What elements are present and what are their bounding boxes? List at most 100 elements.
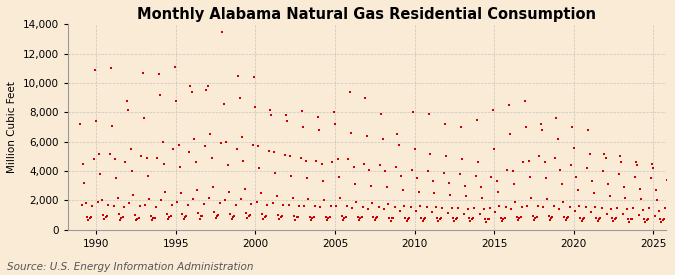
Point [628, 206, 639, 210]
Point [99, 217, 109, 221]
Point [279, 153, 290, 157]
Point [541, 176, 551, 181]
Point [313, 115, 323, 119]
Point [79, 181, 90, 185]
Point [564, 205, 575, 209]
Point [593, 217, 604, 221]
Point [145, 214, 156, 218]
Point [563, 215, 574, 220]
Point [509, 182, 520, 186]
Point [649, 214, 660, 218]
Point [666, 189, 675, 194]
Point [238, 159, 249, 163]
Point [358, 205, 369, 209]
Point [572, 188, 583, 192]
Point [292, 214, 303, 219]
Point [388, 215, 399, 220]
Point [420, 216, 431, 220]
Point [200, 144, 211, 148]
Point [641, 217, 652, 222]
Point [417, 219, 428, 223]
Point [653, 208, 664, 213]
Point [236, 197, 246, 201]
Point [614, 172, 624, 176]
Point [221, 140, 232, 144]
Point [600, 156, 611, 160]
Point [630, 160, 641, 164]
Point [160, 189, 171, 194]
Point [359, 162, 370, 166]
Point [588, 191, 599, 195]
Point [265, 107, 275, 112]
Point [149, 216, 160, 220]
Point [597, 169, 608, 173]
Point [405, 205, 416, 210]
Point [475, 185, 486, 189]
Point [445, 192, 456, 197]
Point [607, 216, 618, 221]
Point [381, 185, 392, 189]
Text: Source: U.S. Energy Information Administration: Source: U.S. Energy Information Administ… [7, 262, 253, 272]
Point [389, 205, 400, 209]
Point [619, 185, 630, 189]
Point [346, 131, 356, 135]
Point [348, 164, 359, 169]
Point [87, 204, 98, 208]
Point [576, 219, 587, 223]
Point [291, 215, 302, 220]
Point [472, 118, 483, 122]
Point [120, 160, 131, 164]
Point [213, 213, 223, 217]
Point [296, 109, 307, 113]
Point [354, 218, 364, 222]
Point [655, 217, 666, 221]
Point [670, 217, 675, 221]
Point [515, 215, 526, 219]
Point [435, 216, 446, 220]
Point [219, 198, 230, 203]
Point [668, 200, 675, 204]
Point [113, 211, 124, 216]
Point [414, 204, 425, 208]
Point [511, 215, 522, 219]
Point [226, 217, 237, 221]
Point [144, 197, 155, 201]
Point [259, 215, 270, 219]
Point [424, 112, 435, 116]
Point [112, 195, 123, 200]
Point [379, 207, 389, 211]
Point [97, 213, 108, 217]
Point [481, 219, 491, 224]
Point [427, 210, 437, 214]
Point [380, 169, 391, 173]
Point [146, 218, 157, 222]
Point [522, 204, 533, 208]
Point [172, 200, 183, 204]
Point [189, 137, 200, 141]
Point [84, 216, 95, 220]
Point [299, 204, 310, 208]
Point [338, 218, 348, 222]
Point [578, 216, 589, 221]
Point [396, 173, 407, 178]
Point [347, 206, 358, 210]
Point [477, 195, 487, 200]
Point [105, 66, 116, 71]
Point [662, 163, 673, 167]
Title: Monthly Alabama Natural Gas Residential Consumption: Monthly Alabama Natural Gas Residential … [137, 7, 596, 22]
Point [76, 203, 87, 207]
Point [204, 195, 215, 200]
Point [295, 156, 306, 160]
Point [552, 137, 563, 141]
Point [223, 189, 234, 194]
Point [408, 110, 418, 115]
Point [404, 216, 414, 220]
Point [456, 125, 466, 129]
Point [282, 119, 293, 123]
Point [324, 215, 335, 219]
Point [394, 142, 404, 147]
Point [470, 173, 481, 178]
Point [325, 204, 336, 209]
Point [425, 151, 436, 156]
Point [278, 203, 289, 208]
